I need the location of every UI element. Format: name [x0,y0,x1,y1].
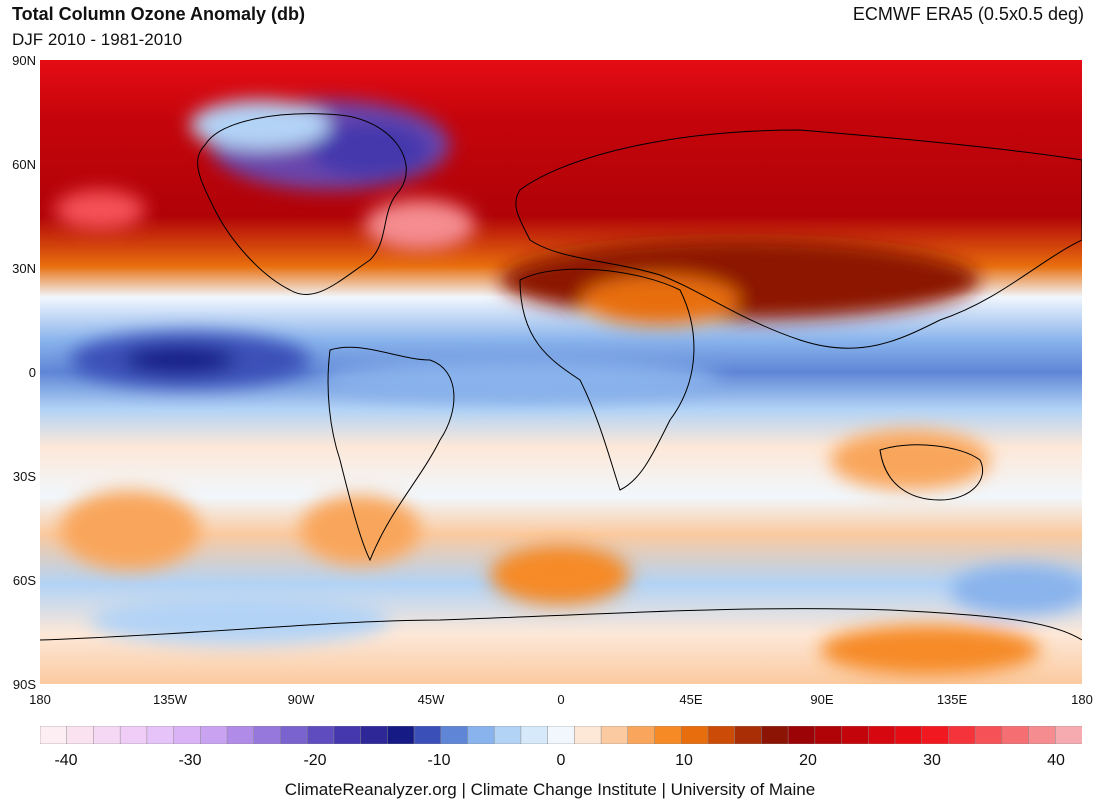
colorbar-swatch [253,726,282,744]
colorbar-swatch [66,726,95,744]
colorbar-swatch [761,726,789,744]
colorbar-swatch [333,726,362,744]
lat-label-90n: 90N [12,53,36,68]
colorbar-swatch [734,726,763,744]
colorbar-label-0: 0 [556,752,566,769]
lon-label-90e: 90E [810,692,834,707]
lat-label-60n: 60N [12,157,36,172]
colorbar-swatch [1055,726,1082,744]
colorbar-label-minus-20: -20 [303,752,327,769]
map-subtitle: DJF 2010 - 1981-2010 [12,30,183,49]
lat-label-0: 0 [28,365,36,380]
anomaly-field [39,60,1090,684]
colorbar-swatch [547,726,576,744]
colorbar-swatch [814,726,843,744]
lon-label-135e: 135E [936,692,968,707]
colorbar-swatch [894,726,923,744]
colorbar-swatch [627,726,656,744]
lon-label-0: 0 [557,692,565,707]
colorbar-swatch [841,726,870,744]
colorbar-swatch [493,726,522,744]
colorbar-swatch [1028,726,1057,744]
colorbar-swatch [467,726,495,744]
lon-label-45w: 45W [417,692,445,707]
coastlines [39,113,1083,641]
colorbar-swatch [200,726,228,744]
colorbar-swatch [654,726,682,744]
colorbar-swatch [173,726,202,744]
lon-label-180e: 180 [1071,692,1093,707]
colorbar-swatch [787,726,816,744]
colorbar-swatch [40,726,68,744]
colorbar-swatch [93,726,121,744]
colorbar-label-40: 40 [1047,752,1065,769]
colorbar-swatch [280,726,308,744]
lat-label-30s: 30S [12,469,36,484]
colorbar-swatch [146,726,175,744]
colorbar-swatch [707,726,736,744]
colorbar-swatch [574,726,602,744]
lon-label-45e: 45E [679,692,703,707]
colorbar-swatch [119,726,148,744]
colorbar-swatch [921,726,950,744]
lon-label-180w: 180 [29,692,51,707]
colorbar-swatch [680,726,709,744]
lat-label-90s: 90S [12,677,36,692]
colorbar-swatch [520,726,549,744]
colorbar-swatch [600,726,629,744]
colorbar-swatch [868,726,896,744]
data-source: ECMWF ERA5 (0.5x0.5 deg) [852,4,1084,24]
colorbar-swatch [226,726,255,744]
lon-label-90w: 90W [287,692,315,707]
footer-credit: ClimateReanalyzer.org | Climate Change I… [284,780,816,799]
colorbar-swatch [974,726,1003,744]
anomaly-map [39,60,1090,684]
colorbar-swatch [306,726,335,744]
colorbar-label-minus-40: -40 [54,752,78,769]
colorbar-label-minus-10: -10 [427,752,451,769]
map-title: Total Column Ozone Anomaly (db) [12,4,305,24]
lat-label-30n: 30N [12,261,36,276]
colorbar-swatch [387,726,415,744]
colorbar [40,726,1082,744]
colorbar-swatch [948,726,976,744]
colorbar-swatch [413,726,442,744]
colorbar-label-10: 10 [675,752,693,769]
colorbar-swatch [360,726,389,744]
colorbar-swatch [1001,726,1030,744]
colorbar-label-30: 30 [923,752,941,769]
lon-label-135w: 135W [153,692,187,707]
colorbar-swatch [440,726,469,744]
colorbar-label-minus-30: -30 [178,752,202,769]
colorbar-label-20: 20 [799,752,817,769]
lat-label-60s: 60S [12,573,36,588]
